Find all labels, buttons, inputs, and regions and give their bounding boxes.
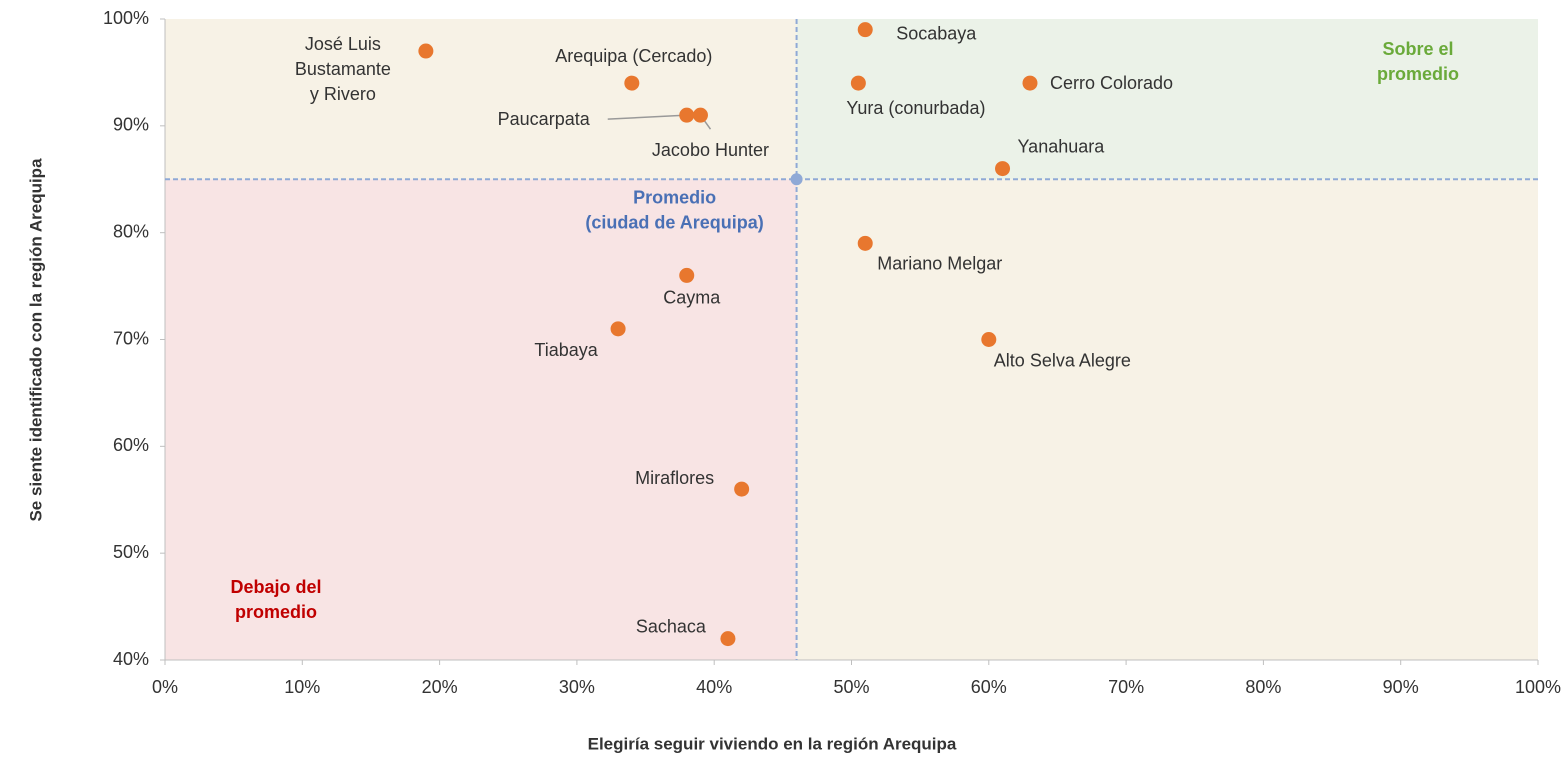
point <box>624 75 640 91</box>
x-axis-title: Elegiría seguir viviendo en la región Ar… <box>588 734 957 753</box>
leader-line <box>607 114 687 120</box>
below-label-line: promedio <box>235 602 317 622</box>
point-label: Miraflores <box>635 468 714 488</box>
point-label-line: Bustamante <box>295 59 391 79</box>
y-tick-label: 90% <box>113 115 149 135</box>
point-label: Yura (conurbada) <box>846 98 985 118</box>
y-tick-label: 70% <box>113 328 149 348</box>
point <box>692 107 708 123</box>
point-label-line: Mariano Melgar <box>877 253 1002 273</box>
point <box>679 107 695 123</box>
point <box>857 22 873 38</box>
quadrant-bottom-left <box>165 179 797 660</box>
average-label: Promedio (ciudad de Arequipa) <box>585 187 763 232</box>
point-label-line: Cerro Colorado <box>1050 73 1173 93</box>
x-tick-label: 100% <box>1515 677 1561 697</box>
average-label-line: Promedio <box>633 187 716 207</box>
x-tick-label: 10% <box>284 677 320 697</box>
point-label: Alto Selva Alegre <box>994 350 1131 370</box>
point-label-line: Yanahuara <box>1018 136 1106 156</box>
x-tick-label: 60% <box>971 677 1007 697</box>
point-label-line: Jacobo Hunter <box>652 140 769 160</box>
above-label-line: promedio <box>1377 64 1459 84</box>
point-label: Arequipa (Cercado) <box>555 46 712 66</box>
point-label-line: Sachaca <box>636 616 707 636</box>
point <box>981 332 997 347</box>
y-tick-label: 50% <box>113 542 149 562</box>
point-label-line: Socabaya <box>896 23 977 43</box>
point-label-line: Cayma <box>663 287 721 307</box>
point <box>679 267 695 283</box>
point-label-line: Alto Selva Alegre <box>994 350 1131 370</box>
x-tick-label: 90% <box>1383 677 1419 697</box>
y-tick-label: 100% <box>103 8 149 28</box>
point-label: Sachaca <box>636 616 707 636</box>
y-axis-title: Se siente identificado con la región Are… <box>26 158 45 522</box>
point-label-line: Tiabaya <box>534 340 598 360</box>
point-label: Cerro Colorado <box>1050 73 1173 93</box>
above-label: Sobre el promedio <box>1377 39 1459 84</box>
point-label-line: José Luis <box>305 34 381 54</box>
point-label-line: Miraflores <box>635 468 714 488</box>
y-tick-label: 80% <box>113 221 149 241</box>
point-label: Cayma <box>663 287 721 307</box>
average-point <box>790 173 803 186</box>
point-label: Mariano Melgar <box>877 253 1002 273</box>
point <box>418 43 434 59</box>
x-tick-label: 0% <box>152 677 178 697</box>
x-tick-label: 80% <box>1245 677 1281 697</box>
point <box>995 161 1011 177</box>
average-label-line: (ciudad de Arequipa) <box>585 212 763 232</box>
x-tick-label: 70% <box>1108 677 1144 697</box>
point-label-line: Yura (conurbada) <box>846 98 985 118</box>
x-tick-label: 50% <box>833 677 869 697</box>
point <box>1022 75 1038 91</box>
point <box>857 235 873 251</box>
point <box>610 321 626 337</box>
x-tick-label: 40% <box>696 677 732 697</box>
point-label-line: y Rivero <box>310 84 376 104</box>
point-label: Jacobo Hunter <box>652 140 769 160</box>
x-tick-label: 20% <box>422 677 458 697</box>
below-label-line: Debajo del <box>230 577 321 597</box>
x-tick-label: 30% <box>559 677 595 697</box>
quadrant-bottom-right <box>796 179 1538 660</box>
y-tick-label: 40% <box>113 649 149 669</box>
point-label-line: Paucarpata <box>498 109 591 129</box>
point-label-line: Arequipa (Cercado) <box>555 46 712 66</box>
point-label: Paucarpata <box>498 109 591 129</box>
point-label: José Luis Bustamante y Rivero <box>295 34 391 104</box>
point <box>720 631 736 647</box>
y-tick-label: 60% <box>113 435 149 455</box>
point <box>850 75 866 91</box>
below-label: Debajo del promedio <box>230 577 321 622</box>
point-label: Socabaya <box>896 23 977 43</box>
point <box>734 481 750 497</box>
point-label: Tiabaya <box>534 340 598 360</box>
quadrant-top-left <box>165 19 797 180</box>
above-label-line: Sobre el <box>1382 39 1453 59</box>
point-label: Yanahuara <box>1018 136 1106 156</box>
quadrant-top-right <box>796 19 1538 180</box>
